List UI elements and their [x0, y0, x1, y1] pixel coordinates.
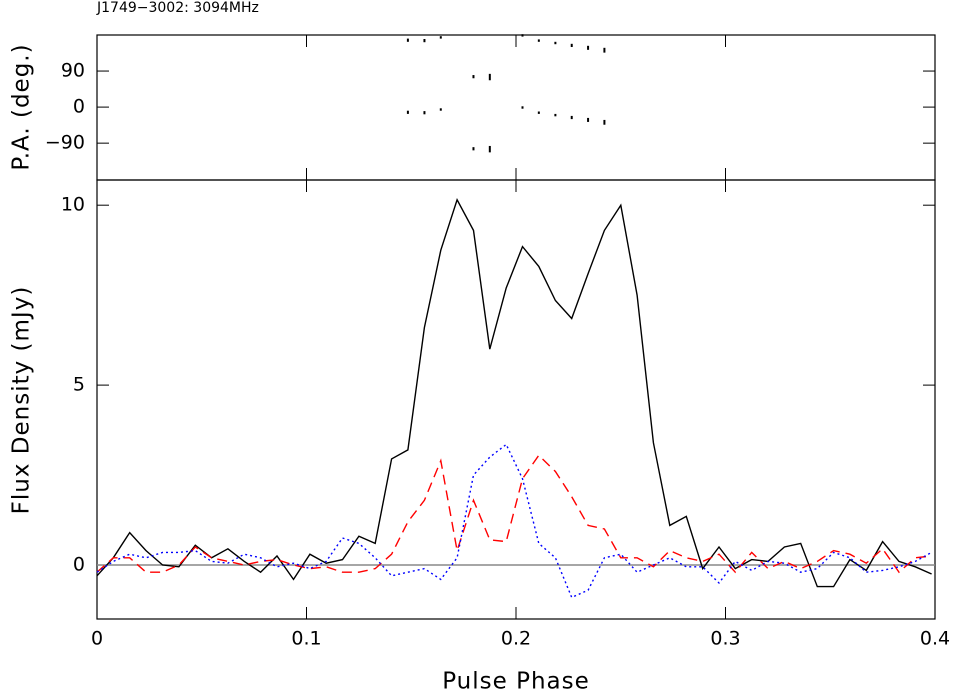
- y-tick-label: 5: [73, 374, 85, 396]
- plot-frame: [96, 34, 936, 181]
- profile-line: [96, 443, 932, 599]
- chart-title: J1749−3002: 3094MHz: [96, 0, 259, 16]
- y-tick-label: −90: [45, 132, 85, 154]
- x-tick-label: 0.2: [501, 628, 531, 650]
- x-tick-label: 0: [91, 628, 103, 650]
- profile-line: [96, 198, 932, 588]
- y-axis-label: Flux Density (mJy): [9, 286, 35, 515]
- y-axis-label: P.A. (deg.): [9, 43, 35, 170]
- x-axis-label: Pulse Phase: [442, 669, 590, 693]
- x-tick-label: 0.3: [710, 628, 740, 650]
- plot-frame: [96, 179, 936, 620]
- y-tick-label: 10: [61, 194, 85, 216]
- y-tick-label: 0: [73, 554, 85, 576]
- y-tick-label: 0: [73, 96, 85, 118]
- x-tick-label: 0.1: [291, 628, 321, 650]
- y-tick-label: 90: [61, 60, 85, 82]
- x-tick-label: 0.4: [920, 628, 950, 650]
- profile-line: [96, 454, 932, 574]
